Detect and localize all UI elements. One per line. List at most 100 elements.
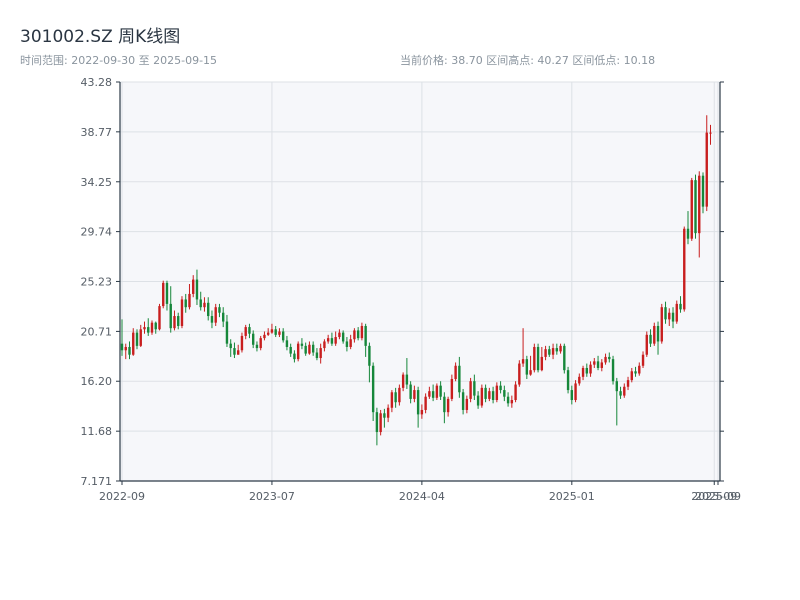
candle-body (675, 303, 678, 322)
candle (405, 358, 409, 389)
candle-body (139, 329, 142, 346)
candle-body (222, 312, 225, 322)
candle (488, 387, 491, 402)
candle-body (709, 132, 712, 134)
candle-body (525, 359, 529, 375)
candle (184, 293, 187, 313)
candle-body (596, 361, 600, 368)
candle-body (177, 316, 180, 326)
candle (338, 329, 341, 340)
candle (341, 330, 345, 344)
candle (371, 362, 375, 422)
candle (210, 310, 214, 329)
candle (664, 301, 667, 324)
candle-body (656, 325, 660, 342)
candle (390, 390, 394, 413)
candle (641, 351, 645, 368)
candle-body (192, 279, 195, 294)
candle (638, 362, 641, 376)
candle (514, 381, 517, 403)
candle (544, 345, 547, 361)
candle (525, 355, 529, 380)
candle (162, 280, 165, 309)
candle (285, 335, 289, 351)
candle-body (364, 325, 367, 346)
candle (683, 226, 686, 312)
candle-body (536, 346, 540, 371)
candle-body (600, 362, 603, 368)
candle (446, 396, 450, 417)
candle (660, 303, 663, 344)
candle-body (188, 293, 191, 308)
candle (424, 393, 427, 414)
plot-area (120, 81, 720, 482)
y-tick-label: 7.171 (81, 475, 113, 488)
y-tick-label: 34.25 (81, 176, 113, 189)
candle (319, 343, 322, 364)
candle-body (424, 396, 427, 410)
candle-body (450, 379, 454, 399)
candle-body (349, 339, 352, 347)
candle-body (604, 356, 607, 363)
candle-body (308, 344, 311, 354)
candle-body (199, 299, 202, 308)
candle-body (611, 359, 615, 382)
candle (484, 384, 487, 403)
candle (289, 343, 292, 357)
candle-body (135, 332, 139, 346)
candle-body (154, 322, 157, 330)
candle-body (593, 361, 596, 365)
candle (356, 327, 360, 341)
candle-body (184, 299, 187, 308)
candle (379, 409, 382, 436)
axes: 7.171 11.68 16.20 20.71 25.23 29.74 34.25 38.77… (81, 76, 741, 503)
candle-body (356, 330, 360, 339)
candle-body (458, 365, 461, 393)
candle-body (229, 343, 232, 349)
candle (596, 355, 600, 371)
candle-body (461, 392, 465, 410)
candle-body (660, 307, 663, 342)
candle (458, 356, 461, 398)
candle-body (368, 345, 371, 366)
candle-body (514, 384, 517, 401)
candle-body (162, 282, 165, 307)
candle-body (251, 333, 255, 345)
candle-body (664, 307, 667, 320)
candle-body (398, 387, 401, 403)
candle-body (143, 327, 146, 330)
candle (353, 328, 356, 343)
candle (192, 275, 195, 298)
candle-body (683, 228, 686, 310)
candle-body (240, 335, 244, 351)
candle (364, 323, 367, 357)
candle-body (165, 282, 169, 304)
candle (308, 341, 311, 355)
candle-body (473, 381, 476, 396)
candle-body (326, 338, 330, 342)
candle (255, 341, 259, 352)
candle (233, 342, 236, 359)
candle-body (375, 412, 379, 433)
candle (293, 350, 296, 363)
candle (634, 366, 637, 377)
candle-body (169, 303, 172, 329)
candle-body (431, 391, 435, 398)
candle-body (379, 413, 382, 433)
candle (503, 385, 506, 402)
candle (416, 386, 420, 428)
candle (585, 363, 589, 377)
candle-body (443, 396, 446, 413)
candle-body (413, 390, 416, 399)
candle (120, 319, 124, 356)
candle-body (409, 384, 412, 399)
candle-body (540, 356, 544, 371)
candle-body (420, 409, 424, 415)
candle (154, 321, 157, 334)
candle-body (225, 321, 229, 344)
x-tick-label: 2025-01 (549, 490, 595, 503)
candle (671, 307, 675, 329)
candle (251, 330, 255, 349)
candle-body (615, 381, 618, 392)
